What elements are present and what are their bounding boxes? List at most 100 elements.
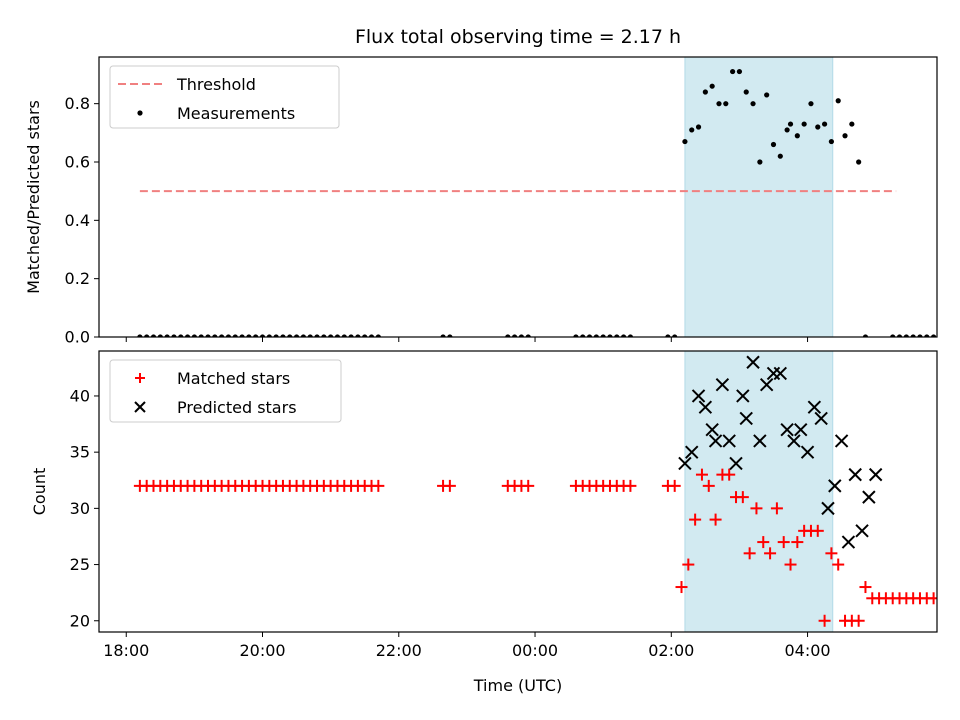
data-point: [777, 536, 790, 549]
data-point: [300, 334, 306, 337]
data-point: [321, 334, 327, 337]
data-point: [927, 592, 937, 605]
data-point: [736, 491, 749, 504]
data-point: [828, 479, 842, 493]
data-point: [348, 334, 354, 337]
legend-box: [109, 359, 342, 423]
data-point: [835, 98, 841, 104]
data-point: [855, 524, 869, 538]
observing-window-span: [684, 56, 834, 338]
data-point: [293, 334, 300, 337]
y-tick-label: 0.6: [65, 153, 90, 172]
data-point: [709, 513, 722, 526]
data-point: [246, 334, 252, 337]
data-point: [191, 334, 197, 337]
data-point: [832, 558, 845, 571]
data-point: [600, 334, 606, 337]
data-point: [675, 581, 688, 594]
y-tick-label: 0.4: [65, 211, 90, 230]
data-point: [723, 468, 736, 481]
data-point: [834, 434, 849, 448]
legend-label: Matched stars: [177, 369, 290, 388]
legend-label: Measurements: [177, 104, 295, 123]
data-point: [178, 334, 184, 337]
x-tick-label: 00:00: [512, 641, 558, 660]
data-point: [821, 121, 828, 127]
data-point: [447, 334, 453, 337]
data-point: [232, 334, 238, 337]
y-tick-label: 0.8: [65, 94, 90, 113]
data-point: [511, 334, 518, 337]
data-point: [334, 334, 341, 337]
counts-axes-frame: [98, 350, 938, 633]
data-point: [328, 334, 334, 337]
ratio-panel: 0.0 0.2 0.4 0.6 0.8 Matched/Predicted stars Th…: [24, 56, 938, 347]
data-point: [739, 411, 753, 426]
data-point: [695, 468, 708, 481]
data-point: [239, 334, 245, 337]
data-point: [225, 334, 232, 337]
data-point: [627, 334, 634, 337]
data-point: [691, 389, 706, 403]
chart-title: Flux total observing time = 2.17 h: [355, 26, 681, 48]
data-point: [341, 334, 347, 337]
data-point: [280, 334, 286, 337]
y-tick-label: 0.2: [65, 269, 90, 288]
y-tick-label: 25: [70, 555, 90, 574]
data-point: [917, 334, 923, 337]
data-point: [896, 334, 903, 337]
y-axis-label: Count: [30, 468, 49, 516]
data-point: [743, 89, 749, 95]
data-point: [314, 334, 320, 337]
counts-plot-area: [133, 355, 937, 627]
data-point: [825, 547, 838, 560]
data-point: [621, 334, 627, 337]
y-tick-label: 40: [70, 386, 90, 405]
data-point: [682, 138, 688, 145]
data-point: [573, 334, 579, 337]
data-point: [849, 121, 855, 127]
data-point: [212, 334, 218, 337]
data-point: [665, 334, 671, 337]
data-point: [780, 422, 794, 437]
data-point: [794, 422, 808, 437]
legend: Matched stars Predicted stars: [109, 359, 342, 423]
data-point: [794, 133, 800, 139]
data-point: [930, 334, 937, 337]
data-point: [355, 334, 361, 337]
data-point: [736, 389, 750, 403]
data-point: [750, 502, 763, 515]
data-point: [859, 581, 872, 594]
legend-handle: [134, 401, 146, 413]
data-point: [828, 138, 834, 145]
data-point: [811, 524, 824, 537]
data-point: [856, 159, 862, 165]
data-point: [593, 334, 599, 337]
data-point: [580, 334, 586, 337]
data-point: [219, 334, 225, 337]
data-point: [440, 334, 446, 337]
data-point: [184, 334, 191, 337]
data-point: [759, 378, 774, 392]
data-point: [144, 334, 150, 337]
ratio-plot-area: [137, 68, 937, 337]
data-point: [137, 334, 143, 337]
data-point: [702, 89, 708, 95]
x-tick-label: 04:00: [784, 641, 830, 660]
ratio-axes-frame: [98, 56, 938, 338]
data-point: [624, 479, 637, 492]
data-point: [709, 83, 715, 89]
data-point: [815, 124, 821, 130]
data-point: [818, 614, 831, 627]
data-point: [852, 614, 865, 627]
data-point: [757, 536, 770, 549]
series-predicted-stars: [678, 355, 883, 549]
data-point: [746, 355, 760, 369]
data-point: [505, 334, 511, 337]
data-point: [157, 334, 163, 337]
data-point: [814, 411, 828, 426]
data-point: [708, 434, 723, 448]
data-point: [753, 434, 767, 448]
data-point: [259, 334, 266, 337]
data-point: [729, 456, 743, 471]
